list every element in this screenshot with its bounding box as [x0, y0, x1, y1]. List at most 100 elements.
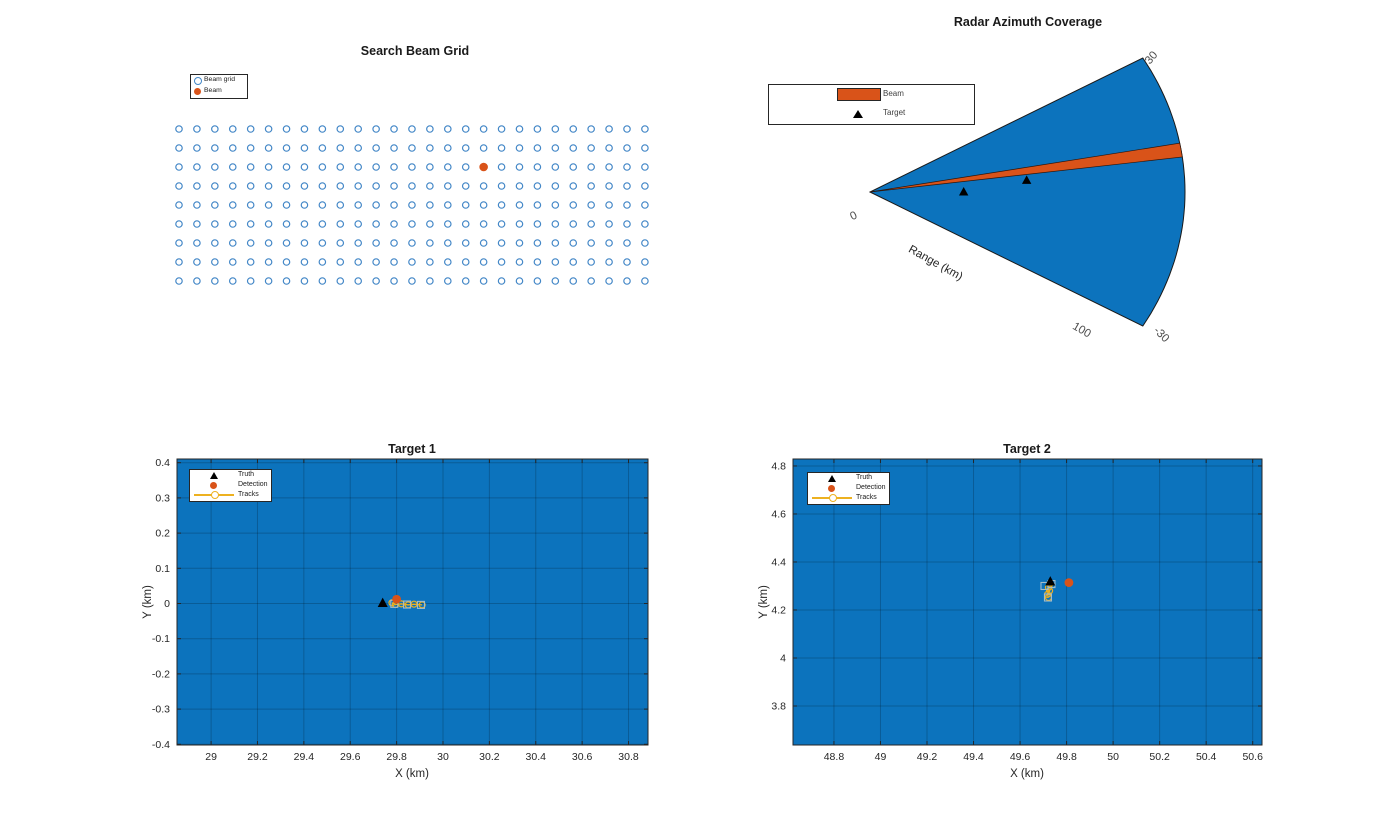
beam-grid-marker — [390, 125, 398, 133]
beam-grid-marker — [264, 144, 273, 152]
detection-circle-icon — [828, 485, 835, 492]
beam-grid-marker — [623, 125, 631, 133]
y-tick-label: 0.2 — [155, 528, 170, 540]
beam-grid-marker — [372, 258, 380, 266]
beam-grid-marker — [605, 258, 613, 266]
beam-grid-marker — [497, 144, 506, 152]
beam-grid-marker — [641, 182, 649, 190]
legend-row: Detection — [190, 480, 271, 490]
beam-grid-legend: Beam grid Beam — [190, 74, 248, 99]
beam-grid-marker — [497, 201, 506, 209]
x-tick-label: 50.4 — [1196, 751, 1217, 763]
target-marker — [1021, 175, 1032, 184]
beam-grid-marker — [318, 125, 327, 133]
beam-grid-marker — [461, 220, 470, 228]
legend-row: Beam — [191, 86, 247, 97]
beam-grid-marker — [372, 239, 380, 247]
beam-grid-marker — [623, 220, 631, 228]
beam-grid-marker — [426, 239, 434, 247]
range-label-0: 0 — [848, 209, 859, 223]
track-history-marker — [416, 600, 426, 609]
beam-grid-marker — [533, 277, 542, 285]
beam-grid-marker — [551, 258, 560, 266]
beam-grid-marker — [479, 277, 488, 285]
target2-xlabel: X (km) — [1010, 768, 1044, 780]
beam-grid-marker — [336, 182, 345, 190]
beam-grid-marker — [641, 125, 649, 133]
beam-grid-marker — [515, 163, 524, 171]
beam-grid-marker — [569, 163, 578, 171]
beam-grid-marker — [282, 144, 291, 152]
y-tick-label: 4.2 — [771, 604, 786, 616]
beam-grid-marker — [443, 182, 452, 190]
beam-grid-marker — [390, 163, 398, 171]
beam-grid-marker — [479, 201, 488, 209]
beam-grid-marker — [587, 258, 595, 266]
axes-border — [792, 458, 1263, 746]
beam-grid-marker — [515, 220, 524, 228]
truth-marker — [377, 597, 388, 607]
beam-grid-marker — [641, 258, 649, 266]
beam-grid-marker — [211, 163, 219, 171]
beam-grid-marker — [569, 239, 578, 247]
x-tick-label: 49 — [875, 751, 887, 763]
legend-label: Beam — [204, 87, 222, 94]
radar-title: Radar Azimuth Coverage — [953, 15, 1103, 29]
beam-grid-marker — [479, 125, 488, 133]
beam-grid-marker — [569, 277, 578, 285]
y-tick-label: -0.4 — [152, 739, 170, 751]
beam-grid-marker — [443, 144, 452, 152]
x-tick-label: 29.8 — [386, 751, 407, 763]
beam-grid-marker — [426, 125, 434, 133]
beam-grid-marker — [461, 277, 470, 285]
beam-grid-marker — [318, 144, 327, 152]
beam-grid-marker — [354, 201, 363, 209]
legend-label: Beam grid — [204, 76, 235, 83]
beam-grid-marker — [515, 258, 524, 266]
beam-grid-marker — [426, 144, 434, 152]
beam-grid-marker — [587, 163, 595, 171]
x-tick-label: 29.6 — [340, 751, 361, 763]
track-history-marker — [403, 600, 412, 609]
legend-row: Tracks — [190, 490, 271, 500]
beam-grid-marker — [443, 125, 452, 133]
beam-grid-marker — [264, 258, 273, 266]
beam-grid-marker — [408, 201, 416, 209]
y-tick-label: 4 — [780, 652, 786, 664]
beam-grid-marker — [193, 277, 201, 285]
beam-grid-marker — [641, 220, 649, 228]
beam-grid-marker — [605, 277, 613, 285]
beam-grid-marker — [175, 201, 183, 209]
beam-grid-marker — [587, 201, 595, 209]
beam-grid-marker — [461, 239, 470, 247]
beam-grid-marker — [408, 163, 416, 171]
beam-grid-marker — [461, 182, 470, 190]
beam-grid-marker — [515, 125, 524, 133]
beam-grid-marker — [264, 201, 273, 209]
beam-grid-marker — [533, 125, 542, 133]
beam-grid-marker — [587, 182, 595, 190]
beam-grid-marker — [228, 201, 237, 209]
beam-grid-marker — [479, 220, 488, 228]
beam-grid-marker — [211, 182, 219, 190]
beam-grid-open-circle-icon — [194, 77, 202, 85]
beam-grid-marker — [551, 182, 560, 190]
beam-grid-marker — [282, 277, 291, 285]
beam-grid-marker — [193, 163, 201, 171]
legend-label: Tracks — [856, 494, 877, 501]
y-tick-label: 0.3 — [155, 492, 170, 504]
beam-grid-marker — [193, 258, 201, 266]
beam-grid-marker — [605, 125, 613, 133]
beam-grid-marker — [426, 277, 434, 285]
beam-grid-marker — [228, 277, 237, 285]
x-tick-label: 29.4 — [294, 751, 315, 763]
beam-grid-marker — [390, 220, 398, 228]
beam-grid-marker — [515, 182, 524, 190]
beam-grid-marker — [372, 144, 380, 152]
beam-grid-marker — [569, 125, 578, 133]
target-marker — [958, 187, 969, 196]
beam-grid-marker — [175, 277, 183, 285]
beam-grid-marker — [354, 163, 363, 171]
beam-grid-marker — [282, 201, 291, 209]
beam-grid-marker — [408, 125, 416, 133]
